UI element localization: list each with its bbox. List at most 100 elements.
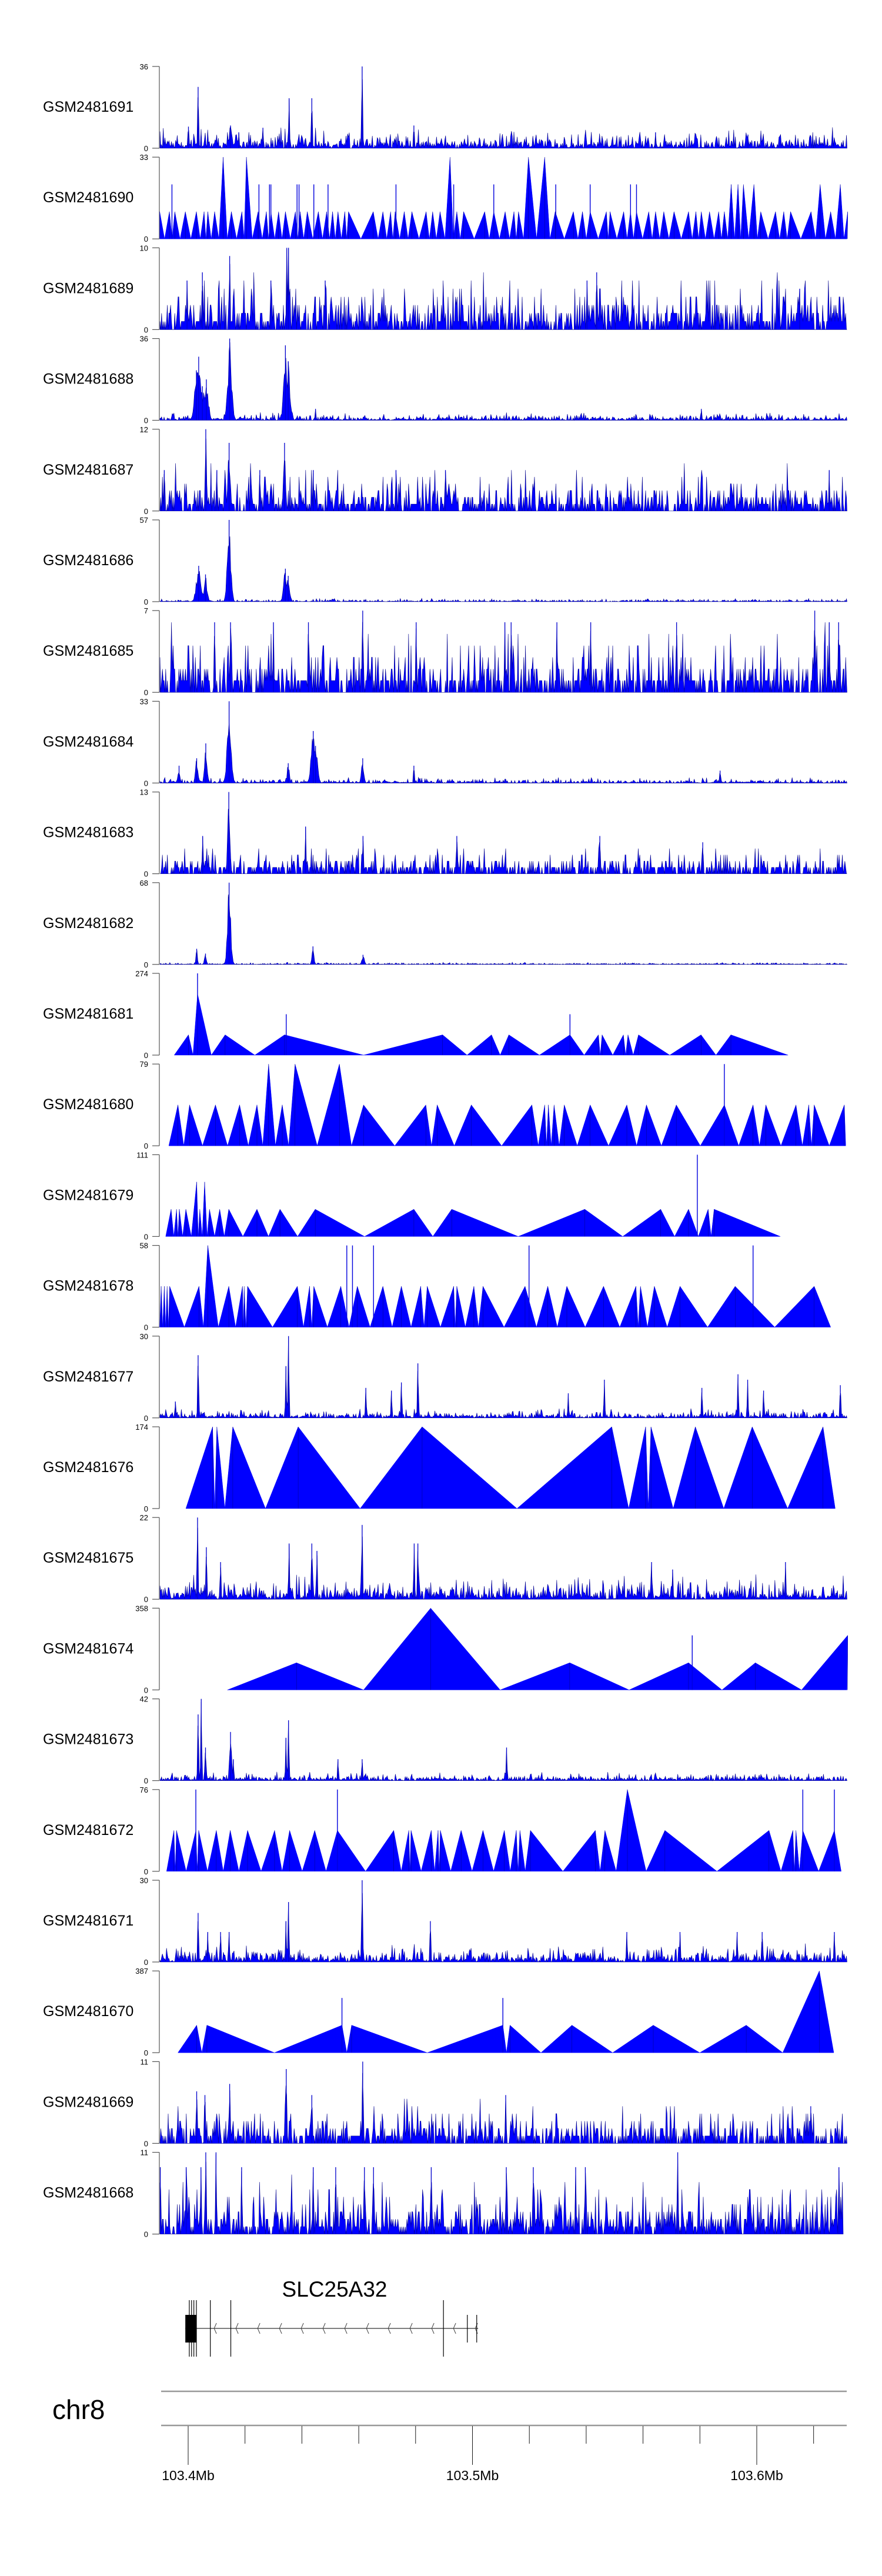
y-min-label: 0 xyxy=(144,1142,148,1150)
track-GSM2481673: GSM2481673 42 0 xyxy=(43,1695,847,1786)
signal-triangle xyxy=(638,1286,648,1327)
signal-triangle xyxy=(723,1426,788,1509)
y-min-label: 0 xyxy=(144,325,148,334)
signal-triangle xyxy=(794,1830,800,1872)
signal-triangle xyxy=(197,1830,208,1872)
signal-triangle xyxy=(546,1105,552,1146)
track-label: GSM2481679 xyxy=(43,1187,133,1203)
track-GSM2481684: GSM2481684 33 0 xyxy=(43,697,847,788)
signal-triangle xyxy=(669,211,681,239)
track-GSM2481688: GSM2481688 36 0 xyxy=(43,335,847,425)
signal-triangle xyxy=(450,1830,473,1872)
coverage-area xyxy=(159,438,847,512)
signal-triangle xyxy=(182,1209,192,1237)
signal-triangle xyxy=(538,1105,547,1146)
signal-triangle xyxy=(500,1035,540,1056)
signal-triangle xyxy=(275,1105,289,1146)
coverage-area xyxy=(160,809,847,875)
y-max-label: 174 xyxy=(135,1423,148,1432)
signal-triangle xyxy=(252,211,263,239)
coverage-area xyxy=(159,249,847,330)
signal-triangle xyxy=(268,1209,298,1237)
y-max-label: 30 xyxy=(140,1332,148,1341)
signal-triangle xyxy=(622,1209,675,1237)
signal-triangle xyxy=(681,211,693,239)
chromosome-axis-track: chr8 103.4Mb 103.5Mb 103.6Mb xyxy=(52,2390,847,2483)
y-min-label: 0 xyxy=(144,1867,148,1876)
signal-triangle xyxy=(499,211,510,239)
signal-triangle xyxy=(427,2025,507,2053)
track-GSM2481670: GSM2481670 387 0 xyxy=(43,1967,834,2057)
signal-triangle xyxy=(646,1830,718,1872)
signal-triangle xyxy=(175,1830,186,1872)
signal-triangle xyxy=(227,1662,364,1690)
signal-triangle xyxy=(223,1830,239,1872)
signal-triangle xyxy=(192,993,212,1056)
y-min-label: 0 xyxy=(144,1777,148,1786)
track-label: GSM2481687 xyxy=(43,462,133,478)
signal-triangle xyxy=(714,211,722,239)
track-GSM2481689: GSM2481689 10 0 xyxy=(43,243,847,334)
strand-arrow-icon xyxy=(279,2323,282,2334)
signal-triangle xyxy=(178,1209,183,1237)
signal-triangle xyxy=(501,1105,539,1146)
signal-triangle xyxy=(165,1209,174,1237)
signal-triangle xyxy=(759,1104,781,1146)
signal-triangle xyxy=(243,157,253,239)
signal-triangle xyxy=(214,1209,225,1237)
y-min-label: 0 xyxy=(144,1504,148,1513)
y-min-label: 0 xyxy=(144,779,148,788)
signal-triangle xyxy=(364,1209,433,1237)
signal-triangle xyxy=(227,1105,249,1146)
signal-triangle xyxy=(564,211,579,239)
y-max-label: 79 xyxy=(140,1060,148,1069)
signal-triangle xyxy=(633,1035,670,1056)
signal-triangle xyxy=(341,211,347,239)
coverage-area xyxy=(159,1701,847,1781)
y-min-label: 0 xyxy=(144,1323,148,1332)
track-GSM2481677: GSM2481677 30 0 xyxy=(43,1332,847,1423)
signal-triangle xyxy=(399,211,409,239)
signal-triangle xyxy=(370,1286,393,1327)
signal-triangle xyxy=(721,1662,803,1690)
signal-triangle xyxy=(460,211,475,239)
signal-triangle xyxy=(455,1286,466,1327)
signal-triangle xyxy=(419,211,430,239)
signal-triangle xyxy=(238,1830,262,1872)
signal-triangle xyxy=(540,2025,613,2053)
y-max-label: 274 xyxy=(135,969,148,978)
signal-triangle xyxy=(184,1286,204,1327)
y-min-label: 0 xyxy=(144,416,148,425)
y-max-label: 358 xyxy=(135,1604,148,1613)
signal-triangle xyxy=(262,211,269,239)
signal-triangle xyxy=(711,1209,781,1237)
signal-triangle xyxy=(828,1105,846,1146)
signal-triangle xyxy=(409,1830,422,1872)
strand-arrow-icon xyxy=(453,2323,456,2334)
signal-triangle xyxy=(206,1209,215,1237)
track-label: GSM2481678 xyxy=(43,1278,133,1294)
signal-triangle xyxy=(329,211,336,239)
y-max-label: 36 xyxy=(140,62,148,71)
signal-triangle xyxy=(326,1830,366,1872)
signal-triangle xyxy=(699,2025,783,2053)
signal-triangle xyxy=(700,1105,739,1146)
signal-triangle xyxy=(224,1209,243,1237)
track-label: GSM2481686 xyxy=(43,552,133,569)
signal-triangle xyxy=(698,1209,711,1237)
signal-triangle xyxy=(431,1104,455,1146)
signal-triangle xyxy=(282,1830,303,1872)
strand-arrow-icon xyxy=(387,2323,391,2334)
track-GSM2481668: GSM2481668 11 0 xyxy=(43,2148,844,2239)
signal-triangle xyxy=(782,1970,834,2053)
signal-triangle xyxy=(801,1634,848,1690)
signal-triangle xyxy=(274,211,282,239)
y-min-label: 0 xyxy=(144,1958,148,1967)
signal-triangle xyxy=(159,211,165,239)
signal-triangle xyxy=(205,211,212,239)
track-GSM2481691: GSM2481691 36 0 xyxy=(43,62,847,153)
y-min-label: 0 xyxy=(144,2230,148,2239)
signal-triangle xyxy=(360,211,379,239)
signal-triangle xyxy=(248,1105,263,1146)
